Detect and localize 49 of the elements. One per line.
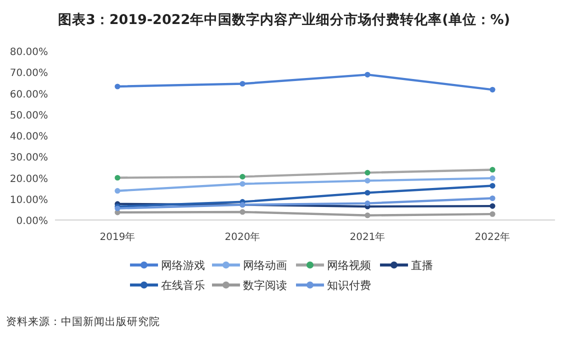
- x-tick-label: 2019年: [100, 231, 136, 243]
- legend-在线音乐: 在线音乐: [130, 279, 205, 292]
- point: [364, 170, 370, 176]
- point: [364, 190, 370, 196]
- legend-label: 网络动画: [243, 259, 287, 272]
- x-tick-label: 2021年: [350, 231, 386, 243]
- legend-label: 数字阅读: [243, 279, 287, 292]
- legend-label: 网络游戏: [161, 259, 205, 272]
- point: [490, 195, 496, 202]
- y-tick-label: 50.00%: [10, 110, 48, 122]
- legend-label: 直播: [411, 259, 433, 272]
- y-tick-label: 60.00%: [10, 89, 48, 100]
- y-tick-label: 20.00%: [10, 174, 48, 185]
- point: [364, 178, 370, 184]
- point: [114, 188, 120, 194]
- y-tick-label: 40.00%: [10, 132, 48, 142]
- legend-知识付费: 知识付费: [296, 279, 371, 292]
- text: 资料来源：中国新闻出版研究院: [6, 315, 160, 328]
- y-tick-label: 10.00%: [10, 194, 48, 206]
- legend-label: 在线音乐: [161, 279, 205, 292]
- point: [364, 212, 370, 218]
- y-tick-label: 70.00%: [10, 68, 48, 80]
- point: [490, 203, 496, 209]
- point: [364, 200, 370, 206]
- point: [114, 174, 120, 181]
- x-tick-label: 2020年: [224, 231, 260, 243]
- point: [240, 181, 246, 187]
- point: [490, 175, 496, 181]
- y-tick-label: 80.00%: [10, 47, 48, 58]
- chart-title: 图表3：2019-2022年中国数字内容产业细分市场付费转化率(单位：%): [58, 11, 510, 28]
- y-tick-label: 30.00%: [10, 152, 48, 164]
- point: [490, 86, 496, 92]
- point: [490, 182, 496, 189]
- point: [490, 166, 496, 173]
- point: [490, 211, 496, 217]
- legend-网络游戏: 网络游戏: [130, 259, 205, 272]
- legend-直播: 直播: [380, 259, 433, 272]
- legend-网络视频: 网络视频: [296, 259, 371, 272]
- x-tick-label: 2022年: [474, 231, 510, 243]
- legend-label: 网络视频: [327, 259, 371, 272]
- legend-网络动画: 网络动画: [212, 259, 287, 272]
- legend-数字阅读: 数字阅读: [212, 279, 287, 292]
- point: [364, 72, 370, 78]
- point: [114, 84, 120, 90]
- legend-label: 知识付费: [327, 279, 371, 292]
- point: [240, 174, 246, 180]
- point: [240, 209, 246, 215]
- y-tick-label: 0.00%: [16, 216, 48, 227]
- point: [240, 80, 246, 87]
